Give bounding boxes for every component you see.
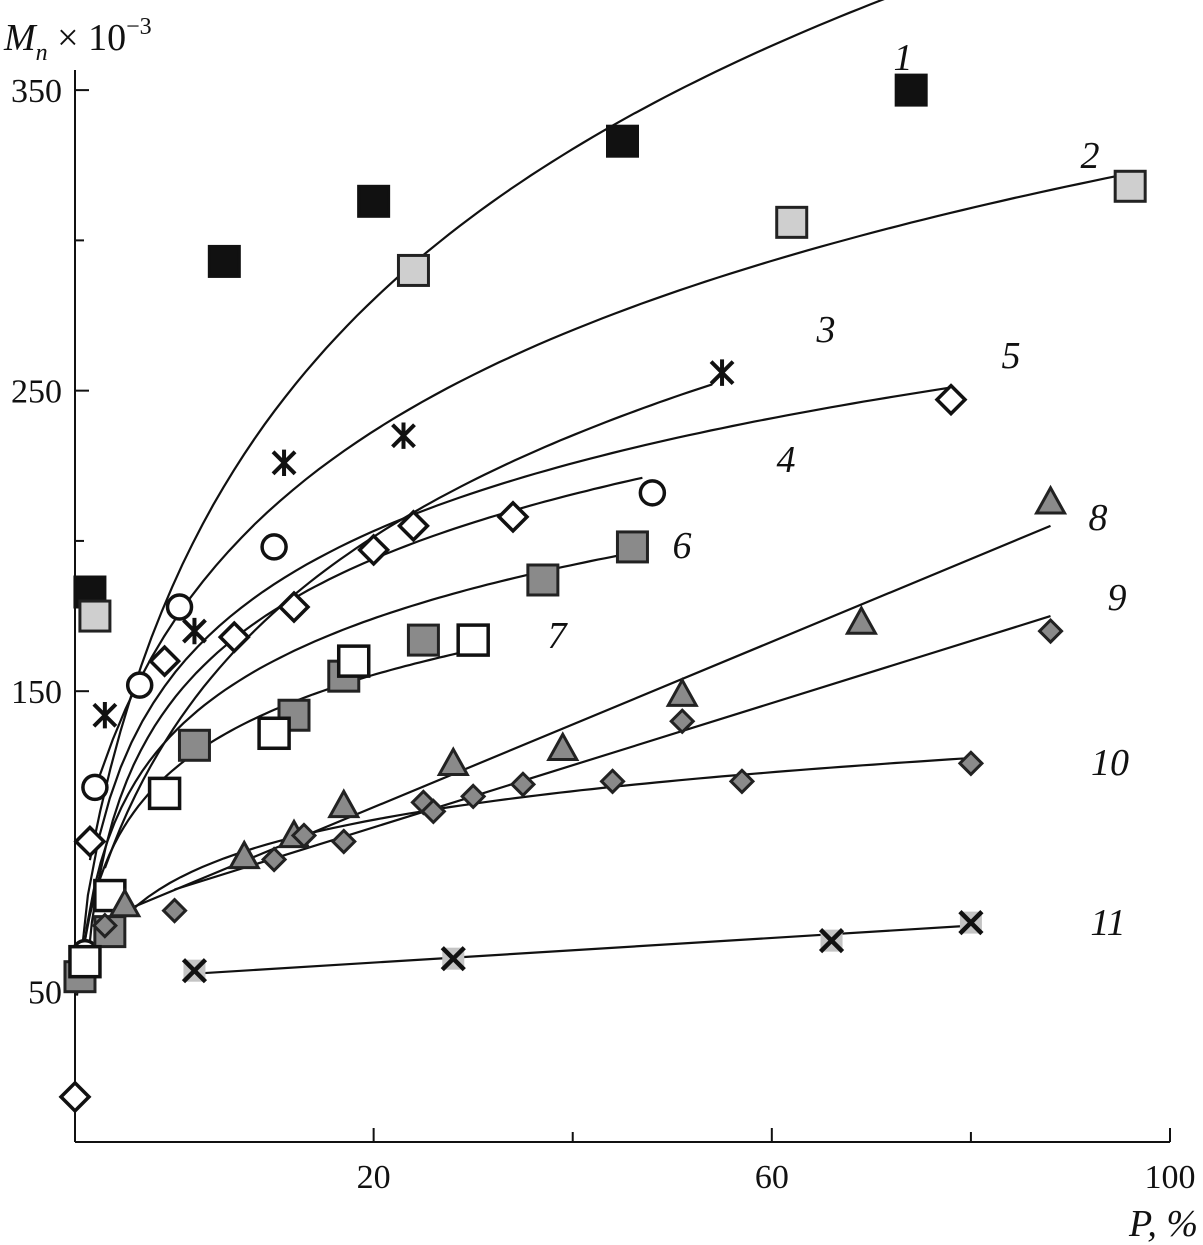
fit-curve-series-10 [103, 757, 971, 944]
data-point-series-11 [181, 958, 208, 984]
data-point-series-1 [894, 73, 928, 107]
data-point-series-9 [290, 822, 318, 849]
y-tick-label: 150 [11, 674, 62, 711]
data-point-series-6 [526, 563, 560, 597]
data-point-series-4 [125, 671, 154, 699]
data-point-series-9 [161, 897, 188, 924]
series-label-1: 1 [894, 37, 913, 79]
data-point-series-10 [957, 750, 985, 777]
data-point-series-11 [440, 946, 466, 972]
data-point-series-8 [108, 887, 142, 918]
data-point-series-11 [818, 928, 845, 954]
data-point-series-10 [728, 768, 756, 795]
x-tick-label: 100 [1145, 1159, 1196, 1196]
data-point-series-9 [1037, 617, 1064, 645]
data-point-series-5 [396, 509, 430, 543]
series-label-11: 11 [1090, 902, 1125, 944]
data-point-series-10 [420, 798, 447, 825]
data-point-series-4 [81, 773, 109, 802]
fit-curve-series-1 [88, 0, 885, 861]
data-point-series-3 [92, 702, 118, 729]
x-tick-label: 60 [755, 1159, 789, 1196]
data-point-series-10 [91, 912, 118, 939]
data-point-series-7 [147, 776, 182, 811]
data-point-series-10 [460, 783, 487, 810]
x-axis-title: P, % [1128, 1203, 1198, 1245]
data-point-series-2 [775, 205, 809, 239]
data-point-series-1 [207, 244, 241, 278]
series-label-6: 6 [673, 525, 692, 567]
data-point-series-9 [509, 771, 537, 798]
data-point-series-3 [182, 617, 207, 645]
data-point-series-7 [68, 944, 102, 979]
data-point-series-2 [1113, 169, 1147, 203]
data-point-series-11 [958, 910, 984, 936]
data-point-series-10 [599, 768, 626, 795]
y-axis-title: Mn × 10−3 [3, 14, 152, 66]
data-point-series-4 [165, 593, 194, 621]
data-point-series-5 [357, 533, 391, 567]
data-point-series-8 [665, 677, 699, 707]
y-tick-label: 50 [28, 975, 62, 1012]
data-point-series-5 [148, 644, 182, 678]
data-point-series-6 [615, 530, 649, 564]
data-point-series-5 [496, 500, 530, 534]
data-point-series-5 [73, 824, 107, 858]
data-point-series-3 [391, 422, 416, 449]
data-point-series-6 [406, 623, 440, 657]
data-markers [58, 73, 1147, 1114]
fit-curve-series-9 [174, 615, 1051, 891]
series-labels: 1 2 3 4 5 6 7 89 10 11 [548, 37, 1130, 944]
series-label-7: 7 [548, 615, 569, 657]
data-point-series-1 [357, 184, 391, 218]
y-tick-label: 250 [11, 374, 62, 411]
data-point-series-4 [260, 533, 288, 561]
x-tick-label: 20 [357, 1159, 391, 1196]
data-point-series-6 [177, 728, 211, 762]
data-point-series-5 [217, 620, 251, 654]
axes: 50 150 250 350 20 60 100 Mn × 10−3 P, % [3, 14, 1198, 1245]
data-point-series-7 [336, 644, 371, 678]
series-label-4: 4 [777, 439, 796, 481]
fit-curve-series-5 [75, 386, 952, 996]
data-point-series-2 [78, 599, 112, 633]
data-point-series-9 [330, 828, 357, 855]
series-label-5: 5 [1002, 335, 1021, 377]
data-point-series-5 [277, 590, 311, 624]
data-point-series-8 [227, 839, 261, 870]
data-point-series-4 [638, 479, 667, 507]
data-point-series-8 [436, 746, 470, 777]
fit-curves [75, 0, 1131, 996]
data-point-series-9 [260, 846, 288, 873]
data-point-series-8 [546, 731, 580, 761]
y-tick-label: 350 [11, 73, 62, 110]
series-label-9: 9 [1108, 577, 1127, 619]
data-point-series-7 [257, 716, 291, 751]
series-label-2: 2 [1081, 135, 1100, 177]
data-point-series-7 [456, 623, 490, 657]
fit-curve-series-11 [194, 924, 971, 975]
data-point-series-3 [271, 449, 297, 476]
fit-curve-series-2 [98, 172, 1131, 776]
series-label-10: 10 [1091, 742, 1129, 784]
data-point-series-8 [844, 604, 878, 635]
data-point-series-3 [709, 359, 735, 386]
data-point-series-8 [1033, 484, 1068, 515]
data-point-series-1 [606, 124, 639, 158]
data-point-series-5 [58, 1080, 92, 1114]
data-point-series-9 [669, 708, 696, 735]
data-point-series-8 [327, 788, 361, 819]
fit-curve-series-4 [83, 476, 643, 990]
data-point-series-5 [934, 383, 968, 417]
series-label-3: 3 [816, 309, 836, 351]
series-label-8: 8 [1089, 497, 1108, 539]
data-point-series-2 [396, 253, 430, 287]
